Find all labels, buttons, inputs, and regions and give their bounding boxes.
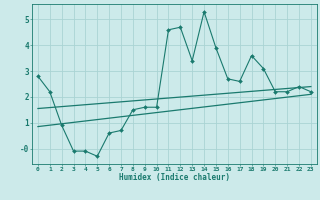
X-axis label: Humidex (Indice chaleur): Humidex (Indice chaleur) <box>119 173 230 182</box>
